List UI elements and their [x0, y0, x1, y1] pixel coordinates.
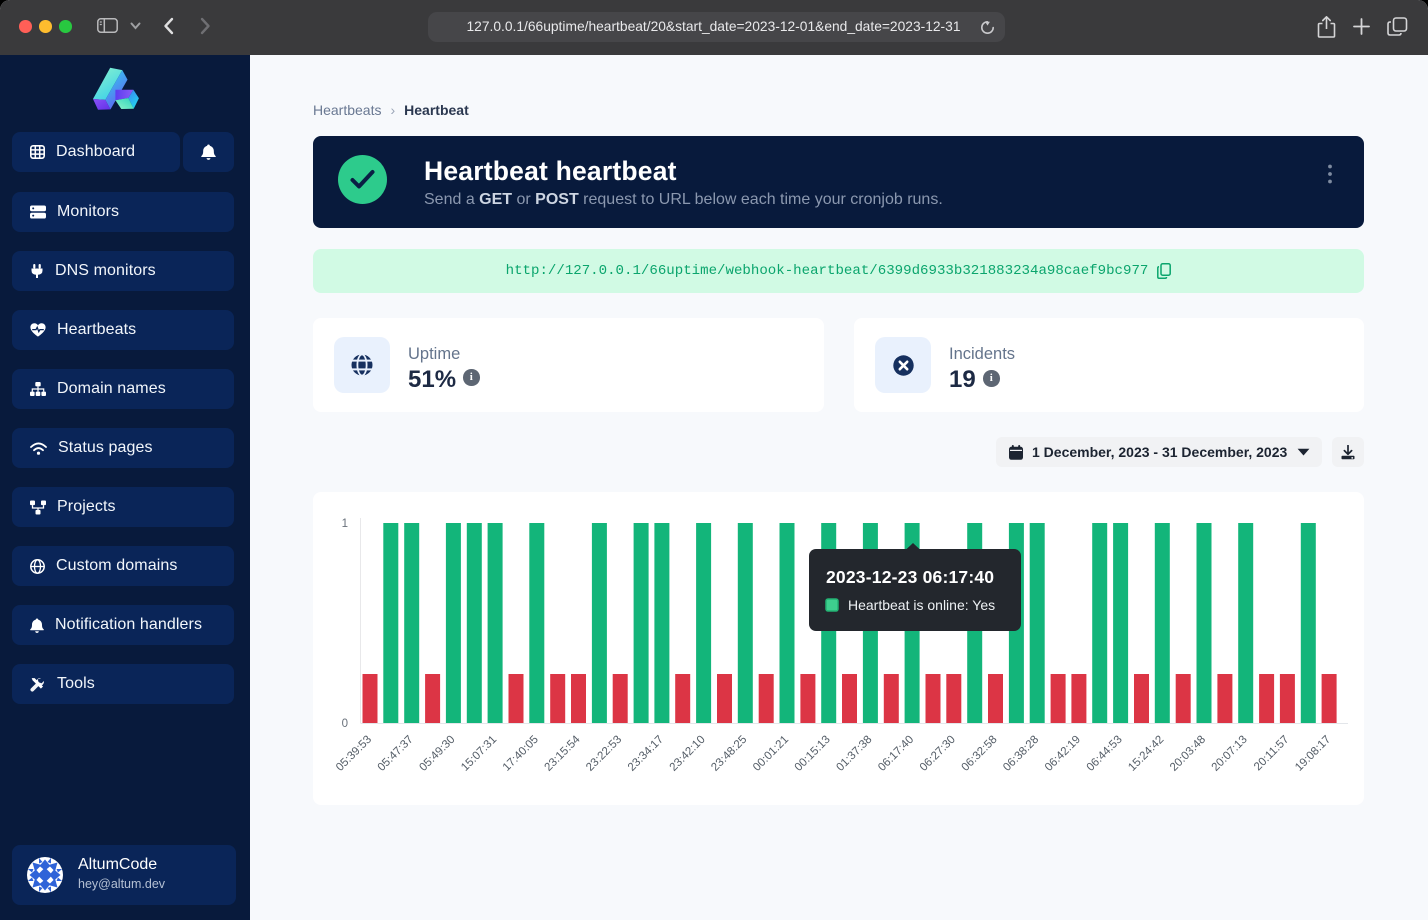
svg-text:20:07:13: 20:07:13: [1210, 734, 1250, 774]
svg-text:23:34:17: 23:34:17: [626, 734, 666, 774]
svg-text:06:44:53: 06:44:53: [1085, 734, 1125, 774]
svg-text:00:01:21: 00:01:21: [751, 734, 791, 774]
svg-text:23:15:54: 23:15:54: [542, 733, 583, 774]
svg-text:15:07:31: 15:07:31: [459, 734, 499, 774]
svg-text:05:39:53: 05:39:53: [334, 734, 374, 774]
svg-text:15:24:42: 15:24:42: [1126, 734, 1166, 774]
svg-text:20:03:48: 20:03:48: [1168, 734, 1208, 774]
svg-text:23:22:53: 23:22:53: [584, 734, 624, 774]
svg-text:06:27:30: 06:27:30: [918, 734, 958, 774]
svg-text:23:48:25: 23:48:25: [709, 734, 749, 774]
svg-text:23:42:10: 23:42:10: [668, 734, 708, 774]
svg-text:05:47:37: 05:47:37: [376, 734, 416, 774]
svg-text:01:37:38: 01:37:38: [834, 734, 874, 774]
svg-text:Heartbeat is online: Yes: Heartbeat is online: Yes: [848, 597, 995, 613]
svg-text:17:40:05: 17:40:05: [501, 734, 541, 774]
svg-text:1: 1: [342, 518, 348, 530]
svg-text:05:49:30: 05:49:30: [417, 734, 457, 774]
svg-text:06:38:28: 06:38:28: [1001, 734, 1041, 774]
svg-text:20:11:57: 20:11:57: [1252, 734, 1292, 774]
svg-text:06:17:40: 06:17:40: [876, 734, 916, 774]
svg-text:2023-12-23 06:17:40: 2023-12-23 06:17:40: [826, 567, 994, 587]
svg-text:06:42:19: 06:42:19: [1043, 734, 1083, 774]
svg-text:19:08:17: 19:08:17: [1293, 734, 1333, 774]
svg-text:06:32:58: 06:32:58: [959, 734, 999, 774]
svg-text:0: 0: [342, 718, 348, 730]
svg-text:00:15:13: 00:15:13: [793, 734, 833, 774]
